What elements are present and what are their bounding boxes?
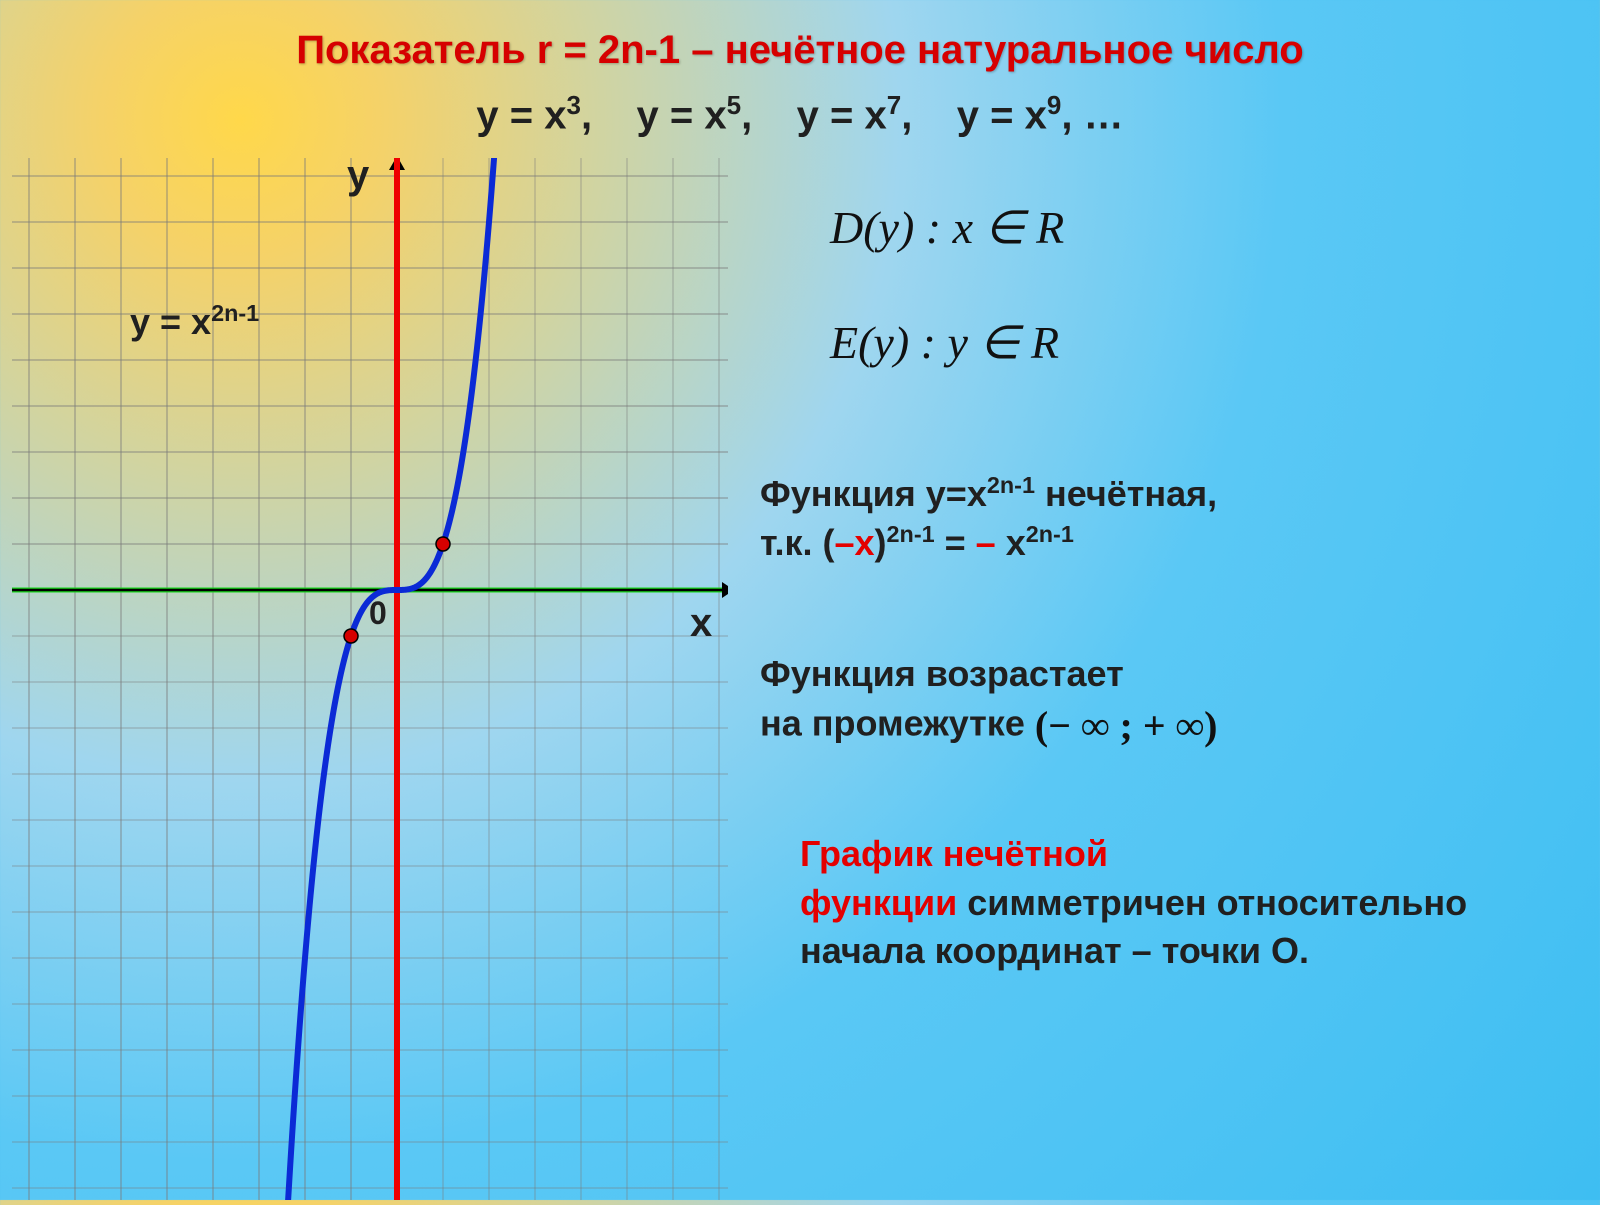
ex2-base: у = х	[637, 93, 727, 137]
odd-function-statement: Функция у=х2n-1 нечётная, т.к. (–х)2n-1 …	[760, 470, 1217, 567]
odd-l2e: =	[935, 522, 976, 563]
ex4-base: у = х	[957, 93, 1047, 137]
ex1-sup: 3	[567, 90, 581, 120]
inc-interval: (− ∞ ; + ∞)	[1035, 699, 1218, 753]
odd-l1b: 2n-1	[987, 472, 1035, 498]
ex3-sep: ,	[901, 93, 912, 137]
odd-l2c: )	[875, 522, 887, 563]
ex1-sep: ,	[581, 93, 592, 137]
odd-l2b: –х	[834, 522, 874, 563]
odd-l2d: 2n-1	[887, 521, 935, 547]
x-axis-label: х	[690, 601, 712, 645]
ex3-base: у = х	[797, 93, 887, 137]
ex4-sep: , …	[1061, 93, 1123, 137]
func-pre: у = х	[130, 301, 211, 342]
function-chart: у х 0	[12, 158, 728, 1205]
sym-red1: График нечётной	[800, 833, 1108, 874]
odd-l2h: 2n-1	[1026, 521, 1074, 547]
odd-l2a: т.к. (	[760, 522, 834, 563]
domain-text: D(y) : x ∈ R	[830, 200, 1064, 254]
title-part1: Показатель r = 2n-1	[296, 28, 680, 72]
symmetry-statement: График нечётной функции симметричен отно…	[800, 830, 1540, 976]
ex2-sep: ,	[741, 93, 752, 137]
inc-l2: на промежутке	[760, 702, 1025, 743]
chart-svg: у х 0	[12, 158, 728, 1200]
marked-point	[436, 537, 450, 551]
range-text: E(y) : y ∈ R	[830, 315, 1059, 369]
increase-statement: Функция возрастает на промежутке (− ∞ ; …	[760, 650, 1217, 753]
sym-red2: функции	[800, 882, 957, 923]
odd-l2f: –	[976, 522, 1006, 563]
odd-l1c: нечётная,	[1035, 473, 1217, 514]
func-sup: 2n-1	[211, 300, 259, 326]
ex4-sup: 9	[1047, 90, 1061, 120]
odd-l2g: х	[1006, 522, 1026, 563]
function-label: у = х2n-1	[130, 300, 259, 343]
origin-label: 0	[369, 595, 387, 631]
title-part2: – нечётное натуральное число	[680, 28, 1304, 72]
slide-title: Показатель r = 2n-1 – нечётное натуральн…	[0, 28, 1600, 73]
ex2-sup: 5	[727, 90, 741, 120]
ex1-base: у = х	[476, 93, 566, 137]
inc-l1: Функция возрастает	[760, 653, 1124, 694]
marked-point	[344, 629, 358, 643]
examples-row: у = х3, у = х5, у = х7, у = х9, …	[0, 90, 1600, 138]
odd-l1a: Функция у=х	[760, 473, 987, 514]
y-axis-label: у	[347, 158, 370, 197]
ex3-sup: 7	[887, 90, 901, 120]
